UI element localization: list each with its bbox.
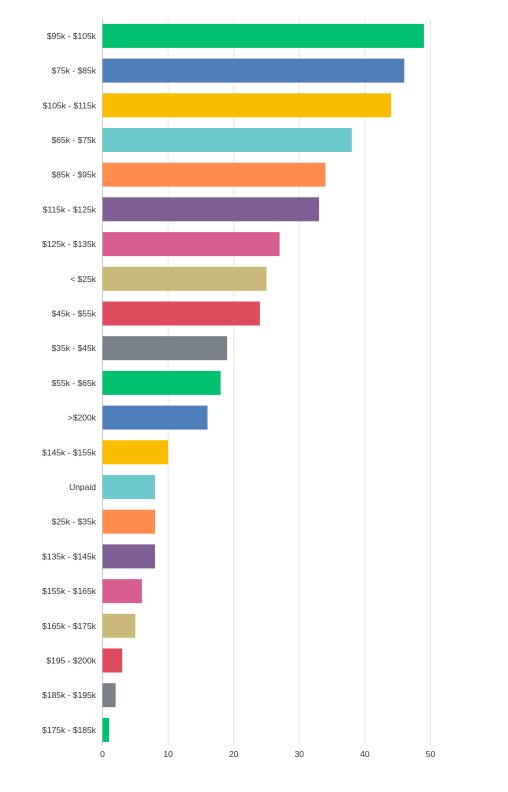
bar-18[interactable] <box>102 648 123 673</box>
bar-1[interactable] <box>102 58 405 83</box>
category-label-6: $125k - $135k <box>42 239 97 249</box>
x-tick-label-20: 20 <box>229 749 239 759</box>
category-label-3: $65k - $75k <box>52 135 97 145</box>
category-label-20: $175k - $185k <box>42 725 97 735</box>
bar-5[interactable] <box>102 197 320 222</box>
bar-6[interactable] <box>102 232 280 257</box>
bar-9[interactable] <box>102 336 228 361</box>
x-tick-label-30: 30 <box>295 749 305 759</box>
category-label-8: $45k - $55k <box>52 309 97 319</box>
category-label-16: $155k - $165k <box>42 586 97 596</box>
category-label-18: $195 - $200k <box>46 656 96 666</box>
bar-7[interactable] <box>102 266 267 291</box>
bars <box>102 23 424 742</box>
category-label-17: $165k - $175k <box>42 621 97 631</box>
bar-13[interactable] <box>102 475 156 499</box>
bar-12[interactable] <box>102 440 169 465</box>
bar-4[interactable] <box>102 162 326 187</box>
bar-2[interactable] <box>102 93 392 118</box>
x-tick-label-10: 10 <box>163 749 173 759</box>
category-label-5: $115k - $125k <box>43 204 97 214</box>
bar-19[interactable] <box>102 683 116 708</box>
category-label-12: $145k - $155k <box>42 447 97 457</box>
category-label-7: < $25k <box>70 274 97 284</box>
category-labels: $95k - $105k $75k - $85k $105k - $115k $65k… <box>42 31 97 735</box>
x-tick-label-0: 0 <box>100 749 105 759</box>
bar-10[interactable] <box>102 370 221 395</box>
bar-16[interactable] <box>102 579 142 604</box>
category-label-9: $35k - $45k <box>52 343 97 353</box>
category-label-10: $55k - $65k <box>52 378 97 388</box>
bar-15[interactable] <box>102 544 156 569</box>
bar-8[interactable] <box>102 301 260 326</box>
x-tick-labels: 0 10 20 30 40 50 <box>100 749 435 759</box>
category-label-11: >$200k <box>68 413 97 423</box>
bar-0[interactable] <box>102 23 424 48</box>
category-label-1: $75k - $85k <box>52 66 97 76</box>
category-label-15: $135k - $145k <box>42 551 97 561</box>
bar-17[interactable] <box>102 613 136 638</box>
category-label-0: $95k - $105k <box>47 31 97 41</box>
category-label-14: $25k - $35k <box>52 517 97 527</box>
category-label-2: $105k - $115k <box>43 100 97 110</box>
bar-3[interactable] <box>102 128 352 152</box>
x-tick-label-40: 40 <box>360 749 370 759</box>
bar-11[interactable] <box>102 405 208 430</box>
category-label-19: $185k - $195k <box>42 690 97 700</box>
x-tick-label-50: 50 <box>426 749 436 759</box>
category-label-4: $85k - $95k <box>52 170 97 180</box>
category-label-13: Unpaid <box>69 482 96 492</box>
bar-20[interactable] <box>102 717 110 742</box>
bar-14[interactable] <box>102 509 156 534</box>
